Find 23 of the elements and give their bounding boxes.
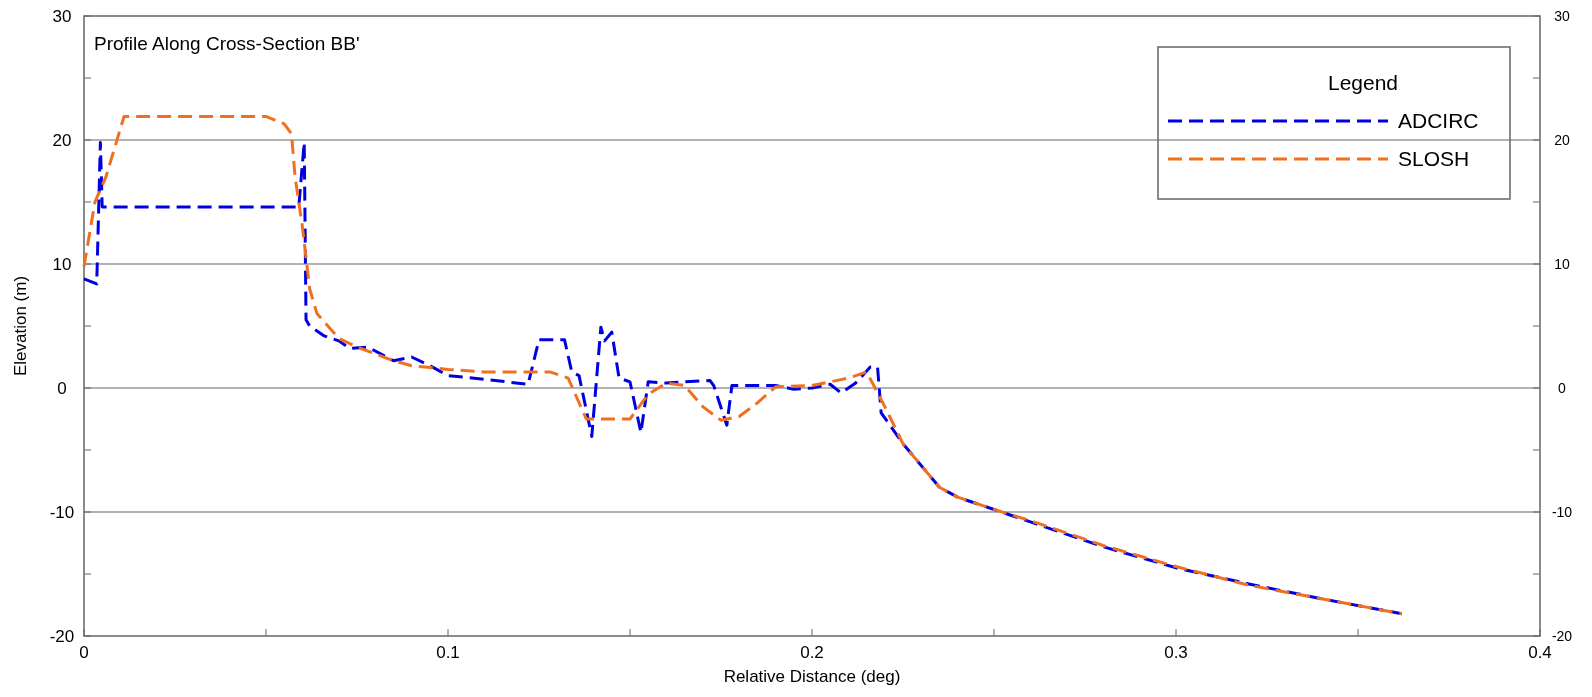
text: SLOSH — [1398, 147, 1470, 170]
x-tick-label: 0.4 — [1528, 643, 1552, 662]
y-tick-label: 30 — [52, 7, 72, 26]
y2-tick-label: 30 — [1554, 8, 1570, 24]
y-axis-title: Elevation (m) — [11, 275, 30, 377]
y-tick-label: 0 — [57, 379, 67, 398]
y2-tick-label: -10 — [1551, 504, 1573, 520]
y2-tick-label: 0 — [1558, 380, 1567, 396]
x-tick-label: 0.1 — [436, 643, 460, 662]
text: Profile Along Cross-Section BB' — [94, 33, 360, 54]
y2-tick-label: -20 — [1551, 628, 1573, 644]
y2-tick-label: 10 — [1554, 256, 1570, 272]
legend-title: Legend — [1327, 71, 1399, 94]
y-tick-label: -10 — [49, 503, 75, 522]
y2-tick-label: 20 — [1554, 132, 1570, 148]
x-tick-label: 0 — [79, 643, 89, 662]
y-tick-label: -20 — [49, 627, 75, 646]
y-tick-label: 20 — [52, 131, 72, 150]
x-axis-title: Relative Distance (deg) — [723, 667, 901, 686]
y-tick-label: 10 — [52, 255, 72, 274]
x-tick-label: 0.2 — [800, 643, 824, 662]
x-tick-label: 0.3 — [1164, 643, 1188, 662]
text: ADCIRC — [1398, 109, 1479, 132]
